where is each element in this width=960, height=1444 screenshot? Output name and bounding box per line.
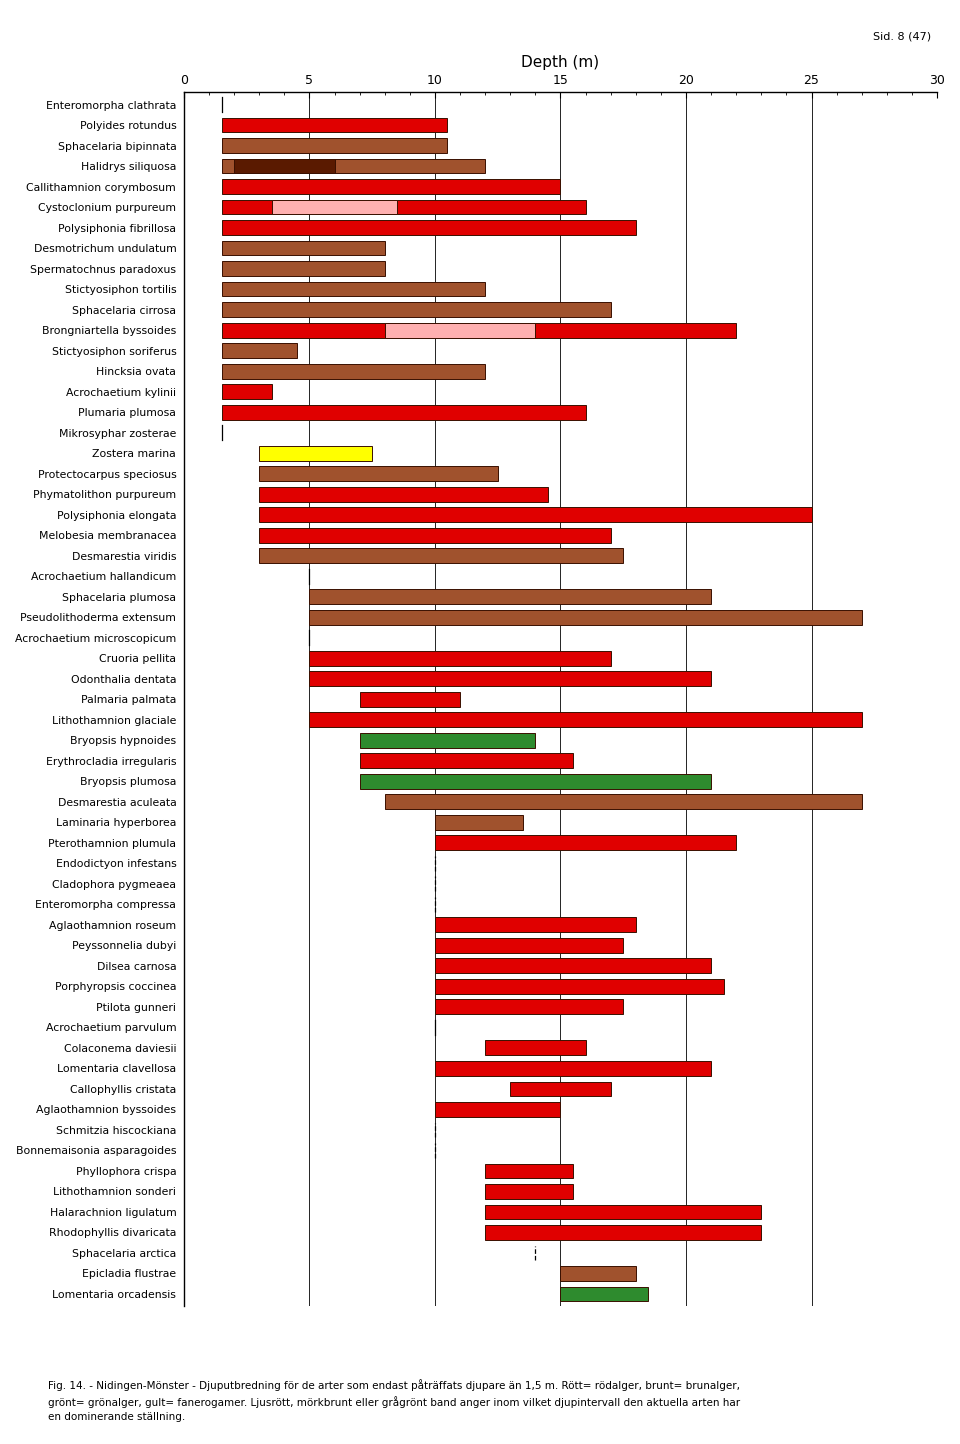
Bar <box>435 939 623 953</box>
Bar <box>222 219 636 235</box>
Bar <box>222 159 485 173</box>
Bar <box>222 404 586 420</box>
Bar <box>561 1266 636 1281</box>
Bar <box>435 979 724 993</box>
Bar <box>259 446 372 461</box>
Bar <box>485 1204 761 1219</box>
Bar <box>435 917 636 933</box>
Bar <box>309 712 862 728</box>
Bar <box>485 1184 573 1199</box>
Bar <box>222 199 586 215</box>
Bar <box>222 323 736 338</box>
Bar <box>259 549 623 563</box>
Bar <box>222 179 561 193</box>
Bar <box>222 344 297 358</box>
Bar <box>385 323 536 338</box>
Bar <box>259 466 497 481</box>
Bar <box>360 774 711 788</box>
Bar <box>435 959 711 973</box>
Bar <box>309 609 862 625</box>
Bar <box>309 651 611 666</box>
Bar <box>435 836 736 851</box>
Bar <box>259 487 548 501</box>
Bar <box>561 1287 648 1301</box>
Bar <box>222 364 485 378</box>
Bar <box>222 302 611 318</box>
Bar <box>435 814 523 830</box>
Text: Fig. 14. - Nidingen-Mönster - Djuputbredning för de arter som endast påträffats : Fig. 14. - Nidingen-Mönster - Djuputbred… <box>48 1379 740 1422</box>
Bar <box>259 529 611 543</box>
Bar <box>222 282 485 296</box>
Bar <box>222 261 385 276</box>
Bar <box>360 754 573 768</box>
Bar <box>435 1102 561 1116</box>
Bar <box>309 589 711 604</box>
Bar <box>485 1225 761 1240</box>
Bar <box>234 159 334 173</box>
Bar <box>309 671 711 686</box>
Bar <box>272 199 397 215</box>
Bar <box>435 999 623 1014</box>
X-axis label: Depth (m): Depth (m) <box>521 55 600 71</box>
Bar <box>222 241 385 256</box>
Bar <box>222 117 447 133</box>
Bar <box>259 507 811 523</box>
Bar <box>222 139 447 153</box>
Bar <box>435 1061 711 1076</box>
Bar <box>360 692 460 706</box>
Bar <box>511 1082 611 1096</box>
Text: Sid. 8 (47): Sid. 8 (47) <box>873 32 931 42</box>
Bar <box>222 384 272 399</box>
Bar <box>485 1164 573 1178</box>
Bar <box>485 1041 586 1056</box>
Bar <box>360 734 536 748</box>
Bar <box>385 794 862 809</box>
